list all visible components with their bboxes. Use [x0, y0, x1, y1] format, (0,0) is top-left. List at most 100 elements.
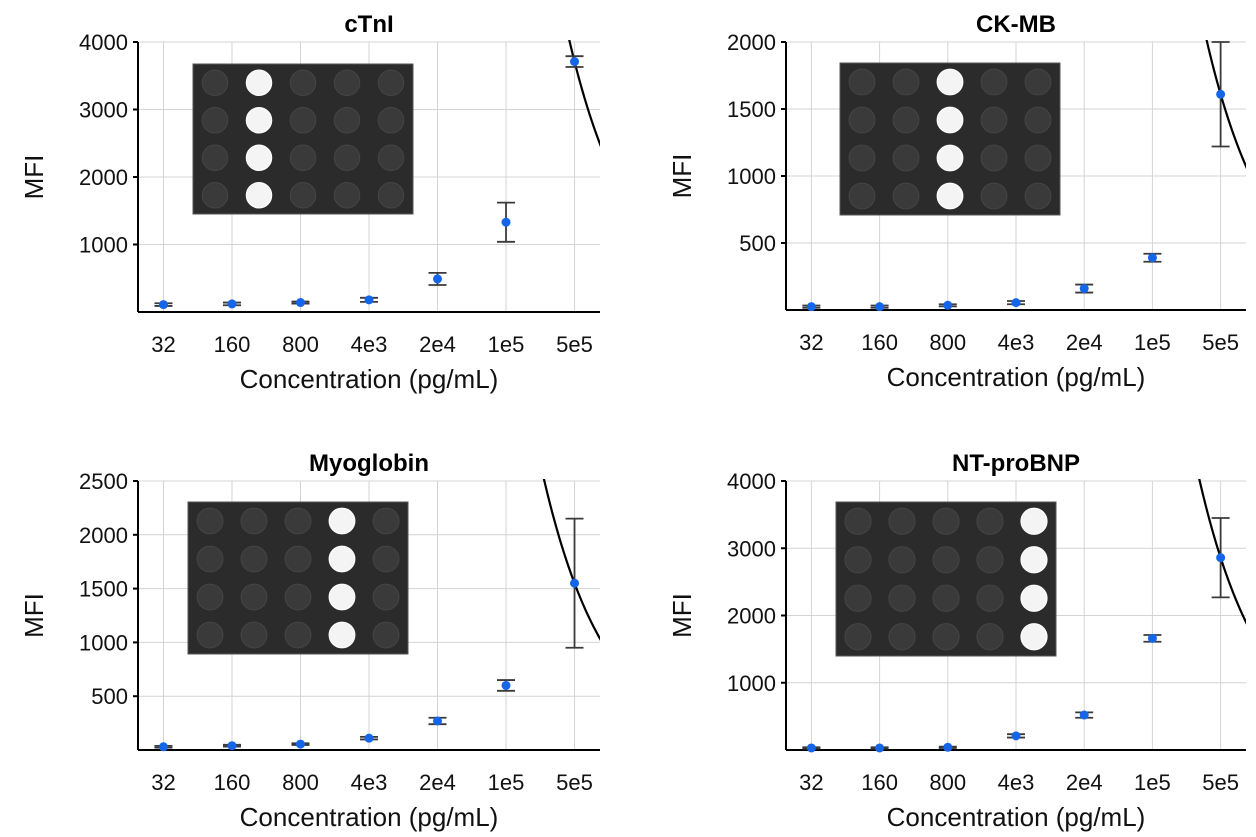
x-tick-label: 1e5 [488, 770, 525, 795]
data-point [570, 578, 580, 588]
chart-panel-2: 500 1000 1500 2000 32 160 800 4e3 2e4 1e5 5e5 Conce… [667, 11, 1246, 392]
dim-well [888, 623, 916, 651]
dim-well [976, 623, 1004, 651]
y-tick-label: 1500 [79, 577, 128, 602]
x-tick-label: 160 [214, 332, 251, 357]
y-tick-label: 500 [739, 231, 776, 256]
x-axis-label: Concentration (pg/mL) [240, 802, 499, 832]
y-tick-label: 500 [91, 684, 128, 709]
y-tick-label: 2000 [727, 30, 776, 55]
dim-well [196, 507, 224, 535]
data-point [1216, 89, 1226, 99]
dim-well [848, 144, 876, 172]
x-tick-label: 1e5 [1134, 770, 1171, 795]
data-point [295, 739, 305, 749]
dim-well [848, 68, 876, 96]
y-tick-label: 1000 [727, 164, 776, 189]
bright-well [936, 106, 964, 134]
dim-well [377, 69, 405, 96]
dim-well [372, 507, 400, 535]
bright-well [1020, 623, 1048, 651]
dim-well [844, 546, 872, 574]
dim-well [976, 584, 1004, 612]
x-tick-label: 2e4 [419, 770, 456, 795]
bright-well [245, 144, 273, 171]
dim-well [240, 621, 268, 649]
x-tick-label: 800 [282, 770, 319, 795]
data-point [227, 299, 237, 309]
y-axis-label: MFI [667, 593, 697, 638]
dim-well [289, 69, 317, 96]
dim-well [932, 546, 960, 574]
dim-well [377, 144, 405, 171]
dim-well [976, 546, 1004, 574]
data-point [1079, 710, 1089, 720]
data-point [875, 302, 885, 312]
dim-well [892, 182, 920, 210]
x-tick-label: 800 [929, 770, 966, 795]
dim-well [333, 69, 361, 96]
dim-well [980, 68, 1008, 96]
y-tick-label: 1000 [79, 630, 128, 655]
dim-well [284, 583, 312, 611]
data-point [1147, 253, 1157, 263]
data-point [1079, 284, 1089, 294]
dim-well [1024, 68, 1052, 96]
data-point [943, 742, 953, 752]
x-tick-label: 4e3 [351, 332, 388, 357]
data-point [227, 741, 237, 751]
x-axis-label: Concentration (pg/mL) [887, 362, 1146, 392]
data-point [364, 733, 374, 743]
data-point [364, 295, 374, 305]
data-point [570, 57, 580, 67]
y-tick-label: 1000 [727, 671, 776, 696]
dim-well [333, 144, 361, 171]
bright-well [245, 182, 273, 209]
dim-well [848, 182, 876, 210]
x-tick-label: 4e3 [998, 330, 1035, 355]
dim-well [333, 182, 361, 209]
y-tick-label: 3000 [79, 98, 128, 123]
x-tick-label: 160 [214, 770, 251, 795]
y-tick-label: 4000 [79, 30, 128, 55]
x-tick-label: 1e5 [1134, 330, 1171, 355]
dim-well [289, 144, 317, 171]
dim-well [201, 182, 229, 209]
dim-well [932, 623, 960, 651]
x-tick-label: 4e3 [351, 770, 388, 795]
dim-well [196, 583, 224, 611]
chart-panel-1: 1000 2000 3000 4000 32 160 800 4e3 2e4 1e5 5e5 Conc… [19, 11, 600, 394]
x-tick-label: 160 [861, 770, 898, 795]
bright-well [1020, 546, 1048, 574]
bright-well [245, 69, 273, 96]
dim-well [844, 507, 872, 535]
x-tick-label: 4e3 [998, 770, 1035, 795]
x-tick-label: 32 [799, 330, 823, 355]
dim-well [377, 182, 405, 209]
dim-well [240, 545, 268, 573]
dim-well [888, 507, 916, 535]
dim-well [201, 144, 229, 171]
bright-well [328, 583, 356, 611]
dim-well [196, 545, 224, 573]
dim-well [888, 546, 916, 574]
chart-title: Myoglobin [309, 450, 429, 477]
well-array-image [835, 501, 1057, 657]
dim-well [333, 107, 361, 134]
x-tick-label: 2e4 [1066, 770, 1103, 795]
y-axis-label: MFI [19, 155, 49, 200]
y-tick-label: 3000 [727, 536, 776, 561]
dim-well [976, 507, 1004, 535]
bright-well [328, 621, 356, 649]
dim-well [980, 144, 1008, 172]
data-point [433, 716, 443, 726]
dim-well [888, 584, 916, 612]
dim-well [844, 584, 872, 612]
bright-well [1020, 584, 1048, 612]
well-array-image [187, 501, 409, 655]
dim-well [372, 621, 400, 649]
dim-well [892, 144, 920, 172]
bright-well [936, 182, 964, 210]
dim-well [980, 182, 1008, 210]
dim-well [201, 69, 229, 96]
